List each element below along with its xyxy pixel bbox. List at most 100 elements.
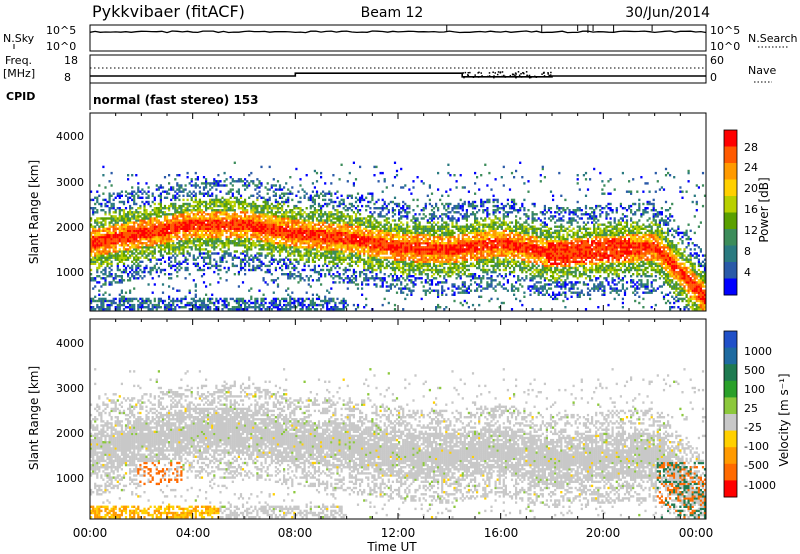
power-cell bbox=[293, 246, 296, 249]
power-cell bbox=[350, 281, 353, 284]
power-cell bbox=[194, 178, 197, 181]
power-cell bbox=[96, 281, 99, 284]
power-cell bbox=[293, 204, 296, 208]
power-cell bbox=[406, 221, 409, 224]
power-cell bbox=[383, 225, 386, 228]
freq-scatter-point bbox=[503, 74, 505, 77]
power-cell bbox=[147, 270, 150, 274]
power-cell bbox=[352, 204, 355, 208]
power-cell bbox=[369, 264, 372, 268]
power-cell bbox=[278, 303, 282, 307]
power-cell bbox=[92, 297, 95, 301]
power-cell bbox=[322, 252, 325, 255]
power-cell bbox=[133, 225, 136, 228]
power-cell bbox=[145, 192, 148, 195]
power-cell bbox=[352, 231, 355, 235]
power-cell bbox=[182, 211, 185, 214]
power-cell bbox=[209, 244, 212, 247]
power-cell bbox=[283, 242, 286, 245]
power-cell bbox=[159, 237, 162, 241]
power-cell bbox=[303, 219, 306, 222]
power-cell bbox=[260, 165, 263, 169]
power-cell bbox=[205, 303, 208, 307]
power-cell bbox=[194, 295, 197, 298]
power-cell bbox=[131, 229, 134, 232]
power-cell bbox=[94, 233, 97, 237]
power-cell bbox=[213, 246, 216, 249]
power-cell bbox=[127, 231, 130, 235]
power-cell bbox=[400, 215, 403, 218]
power-cell bbox=[330, 233, 333, 237]
power-cell bbox=[137, 231, 140, 235]
power-cell bbox=[371, 242, 374, 245]
power-cell bbox=[295, 204, 298, 208]
freq-scatter-point bbox=[515, 75, 517, 78]
power-cell bbox=[153, 242, 156, 245]
power-cell bbox=[202, 235, 206, 239]
power-cell bbox=[127, 235, 130, 239]
power-cell bbox=[391, 200, 394, 204]
power-cell bbox=[246, 237, 249, 241]
power-cell bbox=[281, 231, 284, 235]
power-cell bbox=[231, 209, 234, 212]
power-cell bbox=[188, 246, 191, 249]
power-cell bbox=[194, 192, 197, 195]
power-cell bbox=[225, 209, 228, 212]
power-cell bbox=[342, 279, 345, 282]
power-cell bbox=[225, 217, 228, 220]
power-cell bbox=[116, 235, 119, 239]
power-cell bbox=[307, 233, 310, 237]
power-cell bbox=[295, 231, 298, 235]
power-cell bbox=[110, 235, 113, 239]
power-cell bbox=[145, 246, 148, 249]
power-cell bbox=[379, 213, 382, 216]
power-cell bbox=[237, 237, 240, 241]
power-cell bbox=[118, 240, 121, 243]
power-cell bbox=[153, 303, 156, 307]
power-cell bbox=[225, 204, 228, 208]
power-cell bbox=[129, 256, 132, 259]
power-cell bbox=[178, 207, 181, 210]
power-cell bbox=[124, 250, 128, 253]
power-cell bbox=[398, 260, 401, 263]
power-cell bbox=[383, 252, 386, 255]
power-cell bbox=[295, 213, 298, 216]
power-cell bbox=[145, 248, 148, 251]
power-cell bbox=[373, 256, 376, 259]
power-cell bbox=[330, 213, 333, 216]
power-cell bbox=[295, 242, 298, 245]
power-cell bbox=[176, 229, 179, 232]
power-cell bbox=[326, 204, 329, 208]
power-cell bbox=[328, 240, 331, 243]
power-cell bbox=[153, 237, 156, 241]
power-cell bbox=[143, 256, 146, 259]
power-cell bbox=[317, 279, 321, 282]
power-cell bbox=[330, 237, 333, 241]
power-cell bbox=[250, 209, 253, 212]
power-cell bbox=[114, 235, 117, 239]
power-cell bbox=[305, 192, 308, 195]
power-cell bbox=[381, 256, 384, 259]
power-cell bbox=[350, 240, 353, 243]
freq-scatter-point bbox=[462, 72, 465, 74]
power-cell bbox=[221, 260, 224, 263]
power-cell bbox=[361, 283, 364, 286]
power-cell bbox=[133, 297, 136, 301]
power-cell bbox=[207, 262, 210, 265]
power-cell bbox=[404, 248, 407, 251]
power-cell bbox=[129, 225, 132, 228]
power-cell bbox=[198, 235, 201, 239]
power-cell bbox=[168, 204, 171, 208]
power-cell bbox=[217, 233, 220, 237]
power-cell bbox=[406, 252, 409, 255]
power-cell bbox=[281, 297, 284, 301]
power-cell bbox=[151, 233, 154, 237]
power-cell bbox=[231, 308, 234, 311]
power-cell bbox=[395, 240, 399, 243]
power-cell bbox=[248, 237, 251, 241]
power-cell bbox=[303, 242, 306, 245]
power-cell bbox=[272, 246, 275, 249]
power-cell bbox=[344, 237, 347, 241]
power-cell bbox=[375, 242, 378, 245]
power-cell bbox=[215, 211, 218, 214]
